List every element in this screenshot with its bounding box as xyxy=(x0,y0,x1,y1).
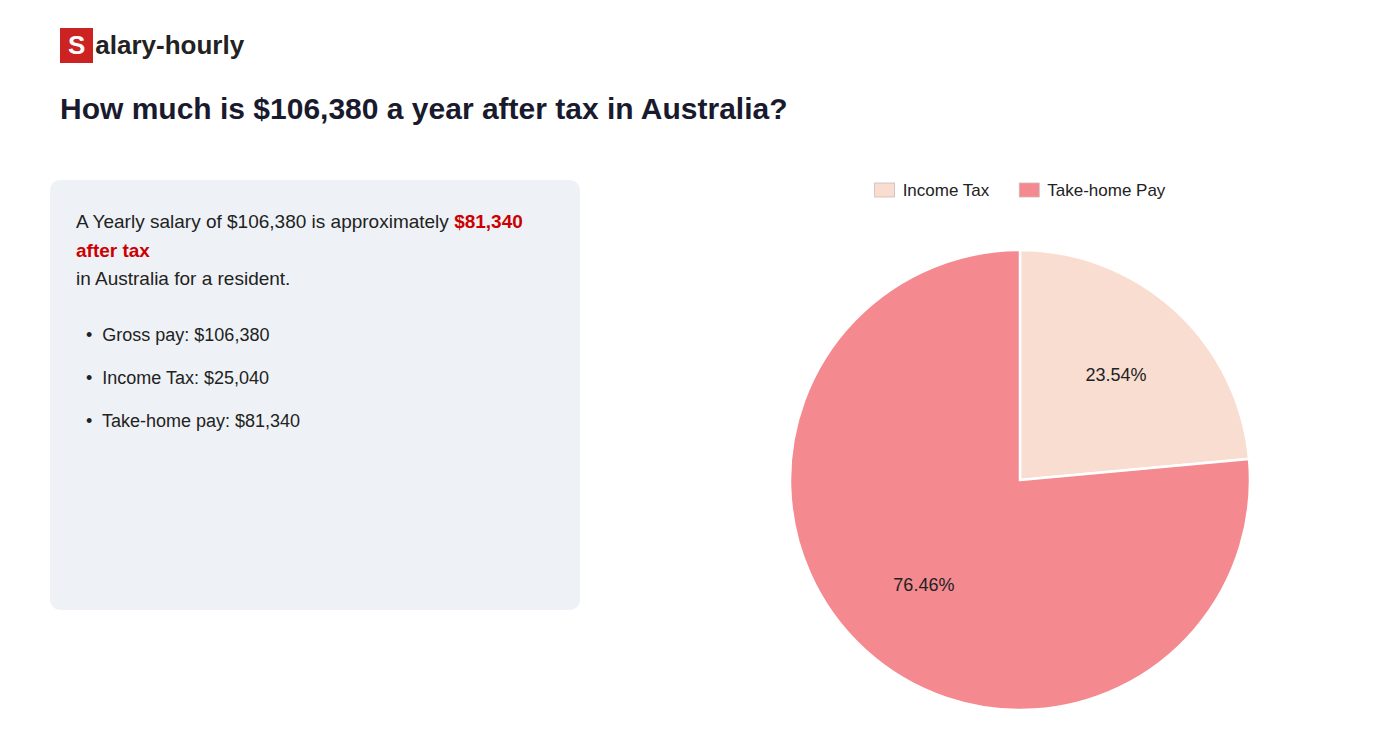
info-box: A Yearly salary of $106,380 is approxima… xyxy=(50,180,580,610)
legend-swatch xyxy=(875,183,895,197)
legend-label: Take-home Pay xyxy=(1047,181,1166,200)
legend-item: Income Tax xyxy=(875,181,990,200)
legend-label: Income Tax xyxy=(903,181,990,200)
legend-item: Take-home Pay xyxy=(1019,181,1166,200)
slice-label: 23.54% xyxy=(1086,365,1147,385)
bullet-item: • Take-home pay: $81,340 xyxy=(86,408,554,435)
slice-label: 76.46% xyxy=(893,575,954,595)
bullet-list: • Gross pay: $106,380 • Income Tax: $25,0… xyxy=(86,322,554,435)
logo-text: alary-hourly xyxy=(95,30,244,61)
title: How much is $106,380 a year after tax in… xyxy=(60,92,1360,126)
info-line: in Australia for a resident. xyxy=(76,265,554,294)
logo-mark: S xyxy=(60,28,93,63)
pie-chart: 23.54% 76.46% Income Tax Take-home Pay xyxy=(640,150,1400,750)
slice-labels: 23.54% 76.46% xyxy=(893,365,1146,596)
slices xyxy=(790,250,1250,710)
pie-slice xyxy=(1020,250,1249,480)
legend-swatch xyxy=(1019,183,1039,197)
info-line: A Yearly salary of $106,380 is approxima… xyxy=(76,208,554,265)
bullet-item: • Gross pay: $106,380 xyxy=(86,322,554,349)
bullet-item: • Income Tax: $25,040 xyxy=(86,365,554,392)
logo: Salary-hourly xyxy=(60,28,244,63)
pie-slice xyxy=(790,250,1250,710)
info-text: A Yearly salary of $106,380 is approxima… xyxy=(76,211,454,232)
info-text: in Australia for a resident. xyxy=(76,268,290,289)
legend: Income Tax Take-home Pay xyxy=(875,181,1166,200)
